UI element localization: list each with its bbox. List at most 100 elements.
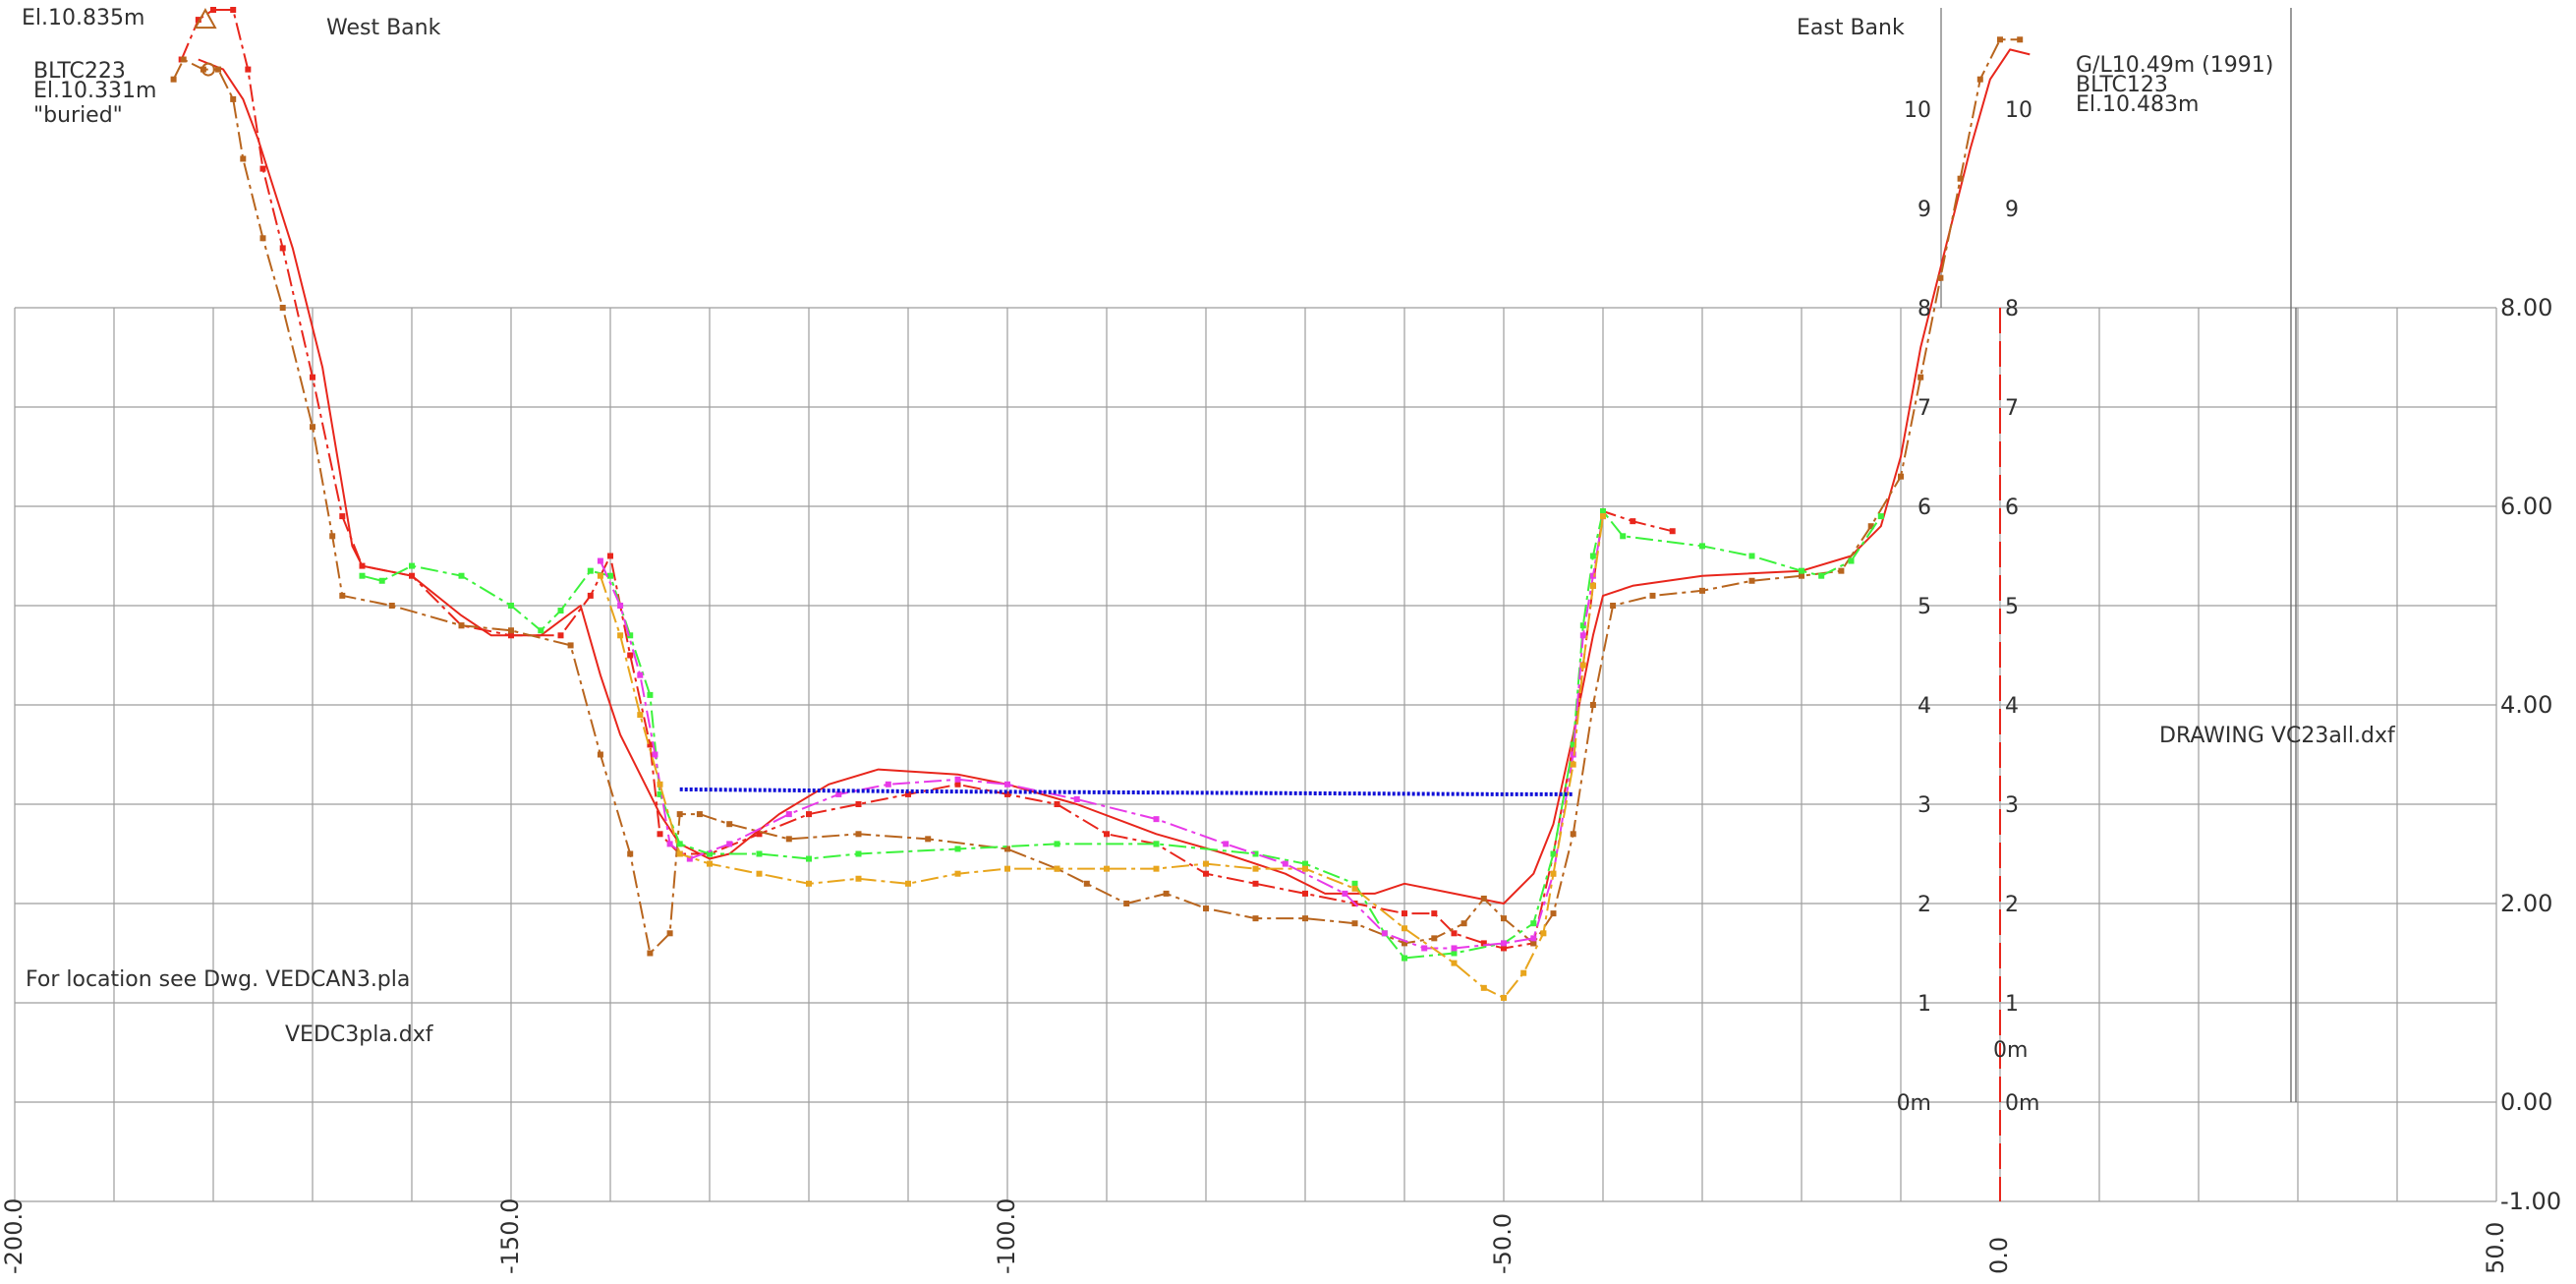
inner-scale-label-left: 4: [1918, 694, 1931, 719]
profile-point: [1302, 860, 1308, 867]
profile-point: [1054, 841, 1060, 847]
profile-point: [1460, 920, 1467, 927]
x-tick-label: 50.0: [2482, 1222, 2509, 1274]
profile-point: [1699, 543, 1705, 550]
profile-point: [647, 691, 654, 698]
profile-point: [607, 553, 613, 559]
profile-point: [339, 513, 346, 520]
profile-point: [230, 7, 237, 13]
profile-point: [538, 627, 544, 634]
profile-series-green: [362, 510, 1882, 960]
inner-scale-label-left: 9: [1918, 198, 1931, 222]
profile-series-red: [198, 48, 2031, 905]
profile-point: [1153, 841, 1160, 847]
profile-point: [806, 880, 812, 887]
inner-scale-label-left: 3: [1918, 793, 1931, 818]
profile-point: [1163, 890, 1170, 897]
profile-point: [259, 235, 266, 242]
west-bank-label: West Bank: [326, 16, 441, 40]
profile-point: [508, 603, 514, 609]
profile-point: [785, 811, 792, 818]
profile-point: [587, 592, 594, 599]
profile-point: [1600, 513, 1606, 520]
profile-point: [954, 846, 961, 852]
profile-point: [1550, 870, 1557, 877]
profile-point: [1570, 761, 1576, 768]
inner-scale-label-right: 0m: [2005, 1091, 2039, 1116]
profile-point: [1550, 850, 1557, 857]
profile-point: [2017, 36, 2024, 43]
inner-scale-label-right: 4: [2005, 694, 2019, 719]
profile-point: [240, 155, 247, 162]
profile-point: [1570, 831, 1576, 838]
bltc223-label: BLTC223: [33, 59, 126, 84]
profile-point: [339, 592, 346, 599]
profile-point: [657, 790, 663, 797]
location-note: For location see Dwg. VEDCAN3.pla: [26, 967, 411, 992]
profile-point: [617, 603, 624, 609]
axis-labels: -200.0 -150.0 -100.0 -50.0 0.0 50.0 -1.00 0.00 2…: [0, 98, 2561, 1274]
profile-point: [1530, 935, 1537, 942]
profile-point: [1004, 790, 1010, 797]
inner-scale-label-right: 3: [2005, 793, 2019, 818]
profile-point: [806, 811, 812, 818]
profile-point: [1083, 880, 1090, 887]
profile-point: [378, 577, 385, 584]
profile-point: [1351, 885, 1358, 892]
el-10483-label: El.10.483m: [2076, 92, 2200, 117]
profile-point: [925, 836, 932, 843]
profile-point: [756, 870, 763, 877]
profile-point: [1402, 910, 1407, 917]
profile-point: [1501, 945, 1507, 952]
profile-point: [1302, 890, 1308, 897]
profile-point: [1579, 662, 1586, 669]
profile-point: [905, 880, 911, 887]
profile-point: [1918, 374, 1924, 380]
profile-point: [1848, 557, 1855, 564]
profile-point: [855, 850, 862, 857]
inner-scale-label-left: 2: [1918, 893, 1931, 917]
y-tick-label-right: 0.00: [2500, 1088, 2552, 1116]
profile-point: [1877, 513, 1884, 520]
profile-point: [215, 66, 222, 73]
profile-point: [1282, 860, 1288, 867]
profile-series-blue: [679, 787, 1574, 796]
bltc123-label: BLTC123: [2076, 73, 2168, 97]
profile-point: [1004, 865, 1010, 872]
profile-point: [726, 841, 733, 847]
profile-point: [1252, 915, 1259, 922]
profile-point: [1530, 940, 1537, 947]
profile-point: [1630, 518, 1636, 525]
inner-scale-label-left: 0m: [1897, 1091, 1931, 1116]
profile-point: [1501, 994, 1507, 1001]
profile-point: [855, 875, 862, 882]
profile-point: [905, 790, 911, 797]
buried-label: "buried": [33, 103, 123, 128]
profile-point: [1054, 801, 1060, 807]
profile-point: [806, 855, 812, 862]
y-tick-label-right: 6.00: [2500, 493, 2552, 520]
profile-point: [1570, 741, 1576, 748]
y-tick-label-right: 2.00: [2500, 890, 2552, 917]
profile-point: [1520, 969, 1527, 976]
survey-markers: [194, 8, 217, 77]
profile-point: [1203, 860, 1209, 867]
profile-point: [676, 841, 683, 847]
profile-series-brown: [172, 38, 2021, 955]
profile-point: [1937, 274, 1944, 281]
x-tick-label: -50.0: [1489, 1213, 1517, 1274]
profile-point: [1589, 553, 1596, 559]
profile-point: [388, 603, 395, 609]
profile-point: [245, 66, 252, 73]
profile-point: [1203, 905, 1209, 912]
gl-east-label: G/L10.49m (1991): [2076, 53, 2274, 78]
profile-point: [1748, 577, 1755, 584]
profile-point: [1610, 603, 1617, 609]
profile-point: [1004, 846, 1010, 852]
profile-point: [1589, 582, 1596, 589]
profile-point: [259, 165, 266, 172]
profile-point: [1302, 865, 1308, 872]
zero-marker-label: 0m: [1993, 1038, 2029, 1063]
profile-point: [1579, 622, 1586, 629]
profile-point: [1123, 901, 1130, 906]
